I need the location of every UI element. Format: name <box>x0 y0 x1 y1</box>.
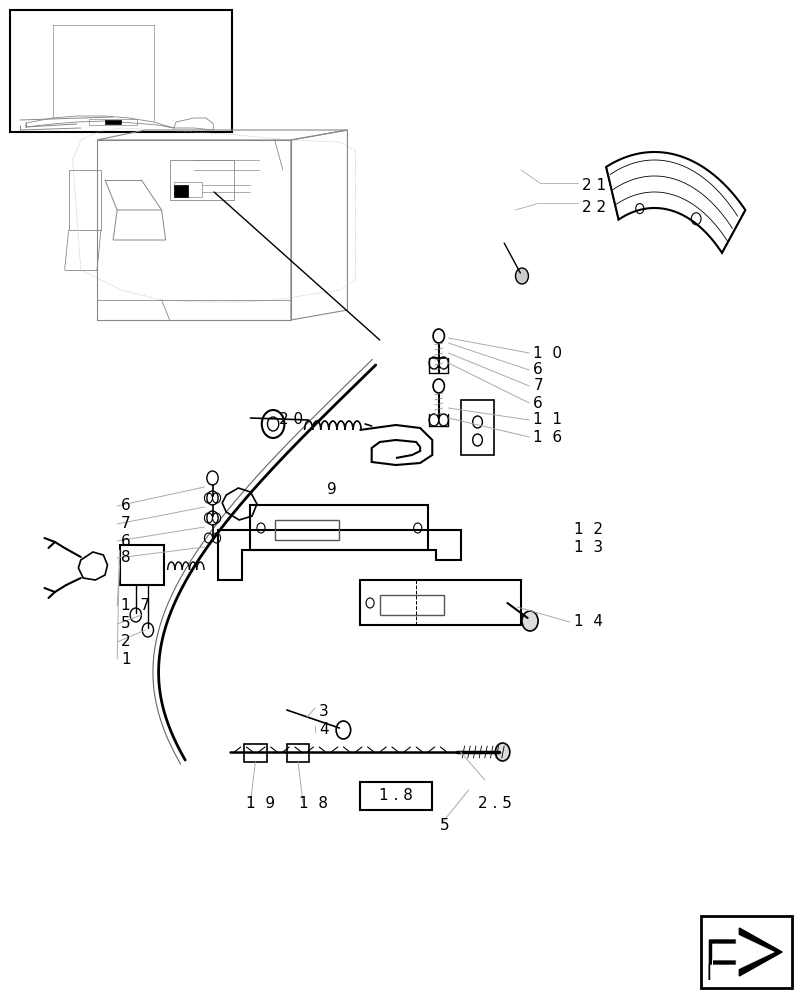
Text: 1  9: 1 9 <box>246 796 276 810</box>
Text: 1  8: 1 8 <box>299 796 328 810</box>
Text: 1  6: 1 6 <box>533 430 562 444</box>
Text: 5: 5 <box>440 818 450 832</box>
Bar <box>69 170 101 230</box>
Text: 2: 2 <box>121 635 131 650</box>
Text: 6: 6 <box>121 498 131 514</box>
Text: 4: 4 <box>319 722 329 736</box>
Text: 2 . 5: 2 . 5 <box>478 796 512 810</box>
Bar <box>360 782 432 810</box>
Bar <box>174 185 188 197</box>
Text: 6: 6 <box>533 362 543 377</box>
Bar <box>250 505 428 550</box>
Text: 9: 9 <box>327 483 337 497</box>
Text: 2 1: 2 1 <box>582 178 606 194</box>
Text: 1  3: 1 3 <box>574 540 603 556</box>
Bar <box>244 744 267 762</box>
Text: 8: 8 <box>121 550 131 566</box>
Circle shape <box>522 611 538 631</box>
Text: 2 0: 2 0 <box>279 412 303 426</box>
Text: 7: 7 <box>533 378 543 393</box>
Bar <box>701 916 792 988</box>
Circle shape <box>516 268 528 284</box>
Text: 2 2: 2 2 <box>582 200 606 216</box>
Bar <box>170 160 234 200</box>
Bar <box>287 744 309 762</box>
Bar <box>174 182 202 197</box>
Bar <box>89 119 137 125</box>
Bar <box>10 10 232 132</box>
Bar <box>275 520 339 540</box>
Text: 1  7: 1 7 <box>121 598 150 613</box>
Bar <box>105 120 121 124</box>
Bar <box>380 595 444 615</box>
Polygon shape <box>713 934 774 976</box>
Polygon shape <box>709 928 782 980</box>
Text: 1 . 8: 1 . 8 <box>379 788 413 804</box>
Text: 1  0: 1 0 <box>533 346 562 360</box>
Text: 6: 6 <box>121 534 131 548</box>
Bar <box>360 580 521 625</box>
Text: 1: 1 <box>121 652 131 666</box>
Bar <box>461 400 494 455</box>
Text: 1  1: 1 1 <box>533 412 562 428</box>
Text: 1  2: 1 2 <box>574 522 603 538</box>
Text: 1  4: 1 4 <box>574 614 603 630</box>
Text: 6: 6 <box>533 395 543 410</box>
Text: 5: 5 <box>121 616 131 632</box>
Text: 7: 7 <box>121 516 131 532</box>
Circle shape <box>495 743 510 761</box>
Text: 3: 3 <box>319 704 329 718</box>
Bar <box>120 545 164 585</box>
